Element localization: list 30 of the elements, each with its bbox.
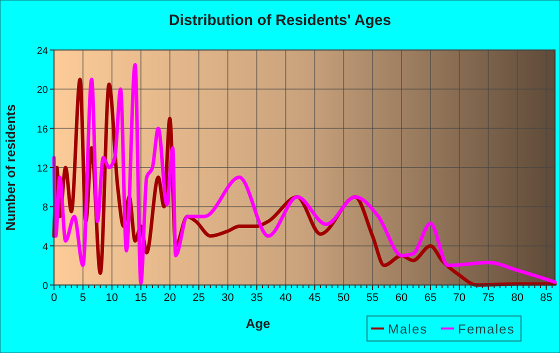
x-tick-label: 35	[250, 292, 263, 304]
legend-label: Females	[458, 322, 515, 336]
y-tick-label: 20	[36, 85, 48, 96]
y-tick-label: 0	[42, 281, 48, 292]
x-tick-label: 85	[540, 292, 552, 304]
x-tick-label: 5	[80, 292, 86, 304]
y-axis-title: Number of residents	[3, 104, 18, 231]
x-tick-label: 50	[337, 292, 350, 304]
x-tick-label: 15	[134, 292, 148, 304]
y-tick-label: 8	[42, 202, 48, 214]
x-tick-label: 40	[280, 292, 292, 304]
x-tick-label: 55	[366, 292, 379, 304]
y-tick-label: 4	[42, 242, 48, 253]
x-tick-label: 45	[308, 292, 321, 304]
x-tick-label: 80	[511, 292, 524, 304]
x-axis-title: Age	[246, 316, 270, 331]
x-tick-label: 25	[192, 292, 205, 304]
x-tick-label: 0	[50, 292, 58, 304]
x-tick-label: 60	[395, 292, 408, 304]
x-tick-label: 20	[164, 292, 176, 304]
legend-label: Males	[388, 322, 428, 336]
x-tick-label: 30	[222, 292, 234, 304]
x-tick-label: 10	[106, 292, 118, 304]
y-tick-label: 12	[36, 164, 48, 174]
y-tick-label: 16	[36, 124, 48, 136]
x-tick-label: 75	[482, 292, 495, 304]
x-tick-label: 70	[453, 292, 466, 304]
y-tick-label: 24	[36, 46, 48, 57]
x-tick-label: 65	[424, 292, 437, 304]
chart-title: Distribution of Residents' Ages	[168, 12, 392, 29]
